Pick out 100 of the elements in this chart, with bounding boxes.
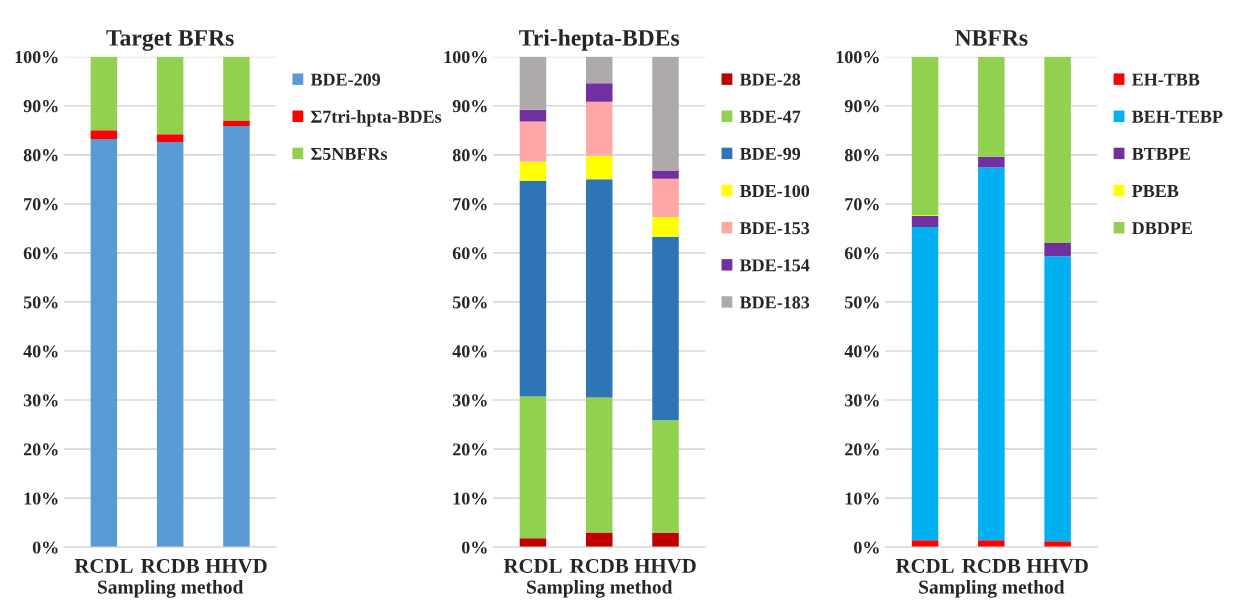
x-tick-label: HHVD — [1026, 559, 1088, 574]
y-tick-label: 50% — [845, 296, 879, 309]
x-tick-label: RCDL — [895, 558, 954, 573]
bar — [585, 101, 613, 156]
bar — [652, 217, 679, 237]
y-tick-label: 60% — [452, 247, 487, 260]
y-tick-label: 30% — [452, 394, 487, 407]
bar — [978, 156, 1005, 168]
bar — [585, 56, 613, 84]
bar — [519, 180, 547, 397]
bar — [1044, 541, 1071, 548]
y-tick-label: 20% — [845, 443, 879, 456]
bar — [90, 130, 118, 140]
y-tick-label: 10% — [453, 492, 487, 505]
y-tick-label: 40% — [844, 345, 879, 358]
legend-label: BDE-183 — [739, 296, 810, 309]
y-tick-label: 40% — [23, 345, 58, 358]
bar — [585, 83, 613, 102]
bar — [223, 56, 250, 121]
x-axis-title: Sampling method — [97, 579, 244, 598]
bar — [652, 178, 679, 218]
chart-title: NBFRs — [955, 30, 1028, 46]
x-tick-label: HHVD — [205, 559, 267, 574]
legend-label: DBDPE — [1131, 222, 1192, 235]
y-tick-label: 60% — [23, 247, 58, 260]
bar — [1044, 56, 1071, 244]
y-tick-label: 10% — [24, 492, 58, 505]
y-tick-label: 70% — [24, 198, 58, 211]
bar — [978, 540, 1005, 548]
y-tick-label: 50% — [452, 296, 487, 309]
y-tick-label: 0% — [461, 541, 487, 554]
y-tick-label: 10% — [845, 492, 879, 505]
y-tick-label: 30% — [23, 394, 58, 407]
y-tick-label: 80% — [844, 149, 879, 162]
bar — [90, 139, 118, 548]
bar — [911, 226, 939, 541]
bar — [652, 532, 679, 548]
bar — [90, 56, 118, 131]
legend-label: EH-TBB — [1131, 73, 1200, 86]
y-tick-label: 80% — [452, 149, 487, 162]
y-tick-label: 100% — [836, 50, 879, 64]
bar — [911, 56, 939, 216]
x-tick-label: RCDB — [570, 558, 629, 573]
bar — [156, 134, 184, 143]
bar — [1044, 243, 1071, 257]
bar — [978, 56, 1005, 157]
y-tick-label: 70% — [845, 198, 879, 211]
legend-label: BDE-209 — [310, 73, 381, 86]
bar — [652, 236, 679, 421]
legend-label: BEH-TEBP — [1131, 110, 1223, 123]
bar — [652, 170, 679, 179]
bar — [519, 396, 547, 539]
bar — [585, 179, 613, 398]
legend-label: BDE-100 — [739, 184, 810, 198]
bar — [585, 155, 613, 180]
y-tick-label: 70% — [453, 198, 487, 211]
chart-title: Tri-hepta-BDEs — [519, 29, 680, 51]
x-axis-title: Sampling method — [527, 579, 673, 598]
y-tick-label: 20% — [452, 443, 487, 456]
y-tick-label: 100% — [444, 50, 487, 64]
chart-title: Target BFRs — [106, 30, 234, 51]
legend-label: BDE-47 — [739, 110, 801, 123]
legend-label: BDE-99 — [739, 147, 801, 160]
legend-label: Σ5NBFRs — [311, 147, 388, 160]
bar — [978, 167, 1005, 541]
bar — [585, 397, 613, 533]
y-tick-label: 30% — [845, 394, 879, 407]
y-tick-label: 90% — [23, 100, 58, 113]
y-tick-label: 100% — [15, 50, 58, 64]
y-tick-label: 0% — [32, 541, 58, 554]
bar — [156, 56, 184, 135]
bar — [223, 125, 250, 548]
bar — [519, 109, 547, 122]
legend-label: Σ7tri-hpta-BDEs — [311, 110, 442, 127]
legend-label: PBEB — [1131, 185, 1179, 197]
bar — [1044, 256, 1071, 542]
bar — [519, 161, 547, 181]
y-tick-label: 20% — [23, 443, 58, 456]
bar — [652, 420, 679, 533]
y-tick-label: 60% — [844, 247, 879, 260]
x-tick-label: RCDB — [140, 558, 200, 573]
x-tick-label: HHVD — [634, 559, 696, 574]
bar — [911, 216, 939, 227]
bar — [911, 540, 939, 548]
x-axis-title: Sampling method — [919, 579, 1065, 598]
legend-label: BDE-28 — [739, 73, 801, 86]
bar — [519, 56, 547, 110]
bar — [585, 532, 613, 548]
y-tick-label: 50% — [23, 296, 58, 309]
legend-label: BDE-154 — [739, 259, 810, 272]
bar — [519, 538, 547, 548]
x-tick-label: RCDL — [74, 558, 133, 573]
x-tick-label: RCDB — [962, 558, 1021, 573]
bar — [223, 120, 250, 126]
legend-label: BDE-153 — [739, 222, 810, 235]
x-tick-label: RCDL — [503, 558, 562, 573]
y-tick-label: 90% — [452, 100, 487, 113]
y-tick-label: 90% — [844, 100, 879, 113]
y-tick-label: 40% — [452, 345, 487, 358]
bar — [156, 142, 184, 548]
